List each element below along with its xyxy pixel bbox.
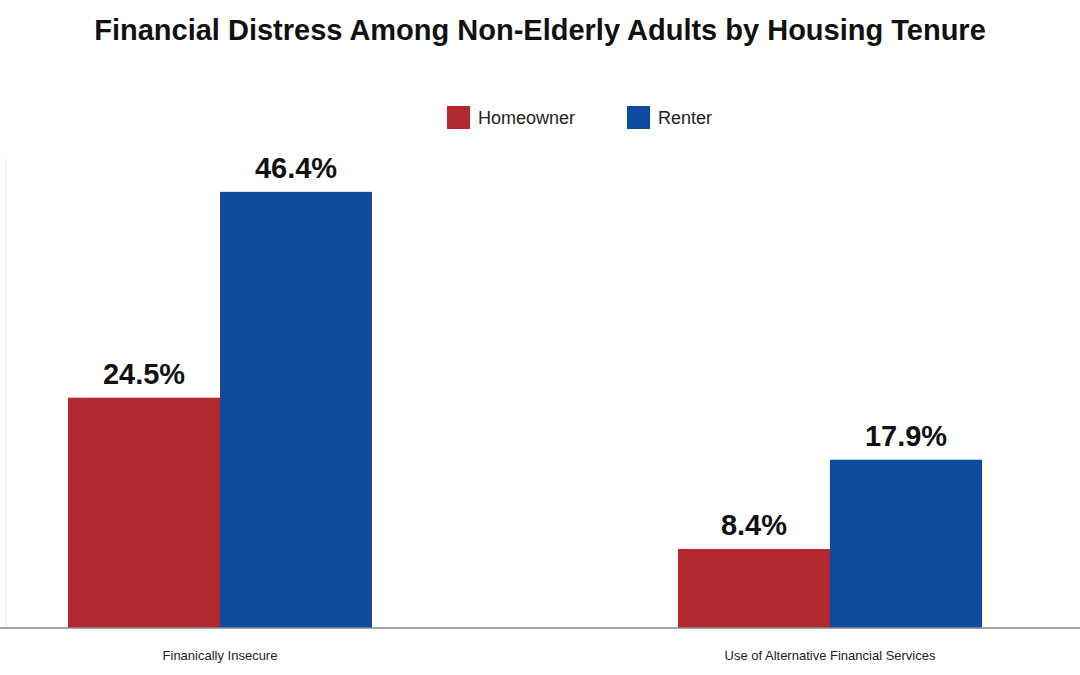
legend-label: Homeowner [478,108,575,128]
chart-svg: Financial Distress Among Non-Elderly Adu… [0,0,1080,675]
title: Financial Distress Among Non-Elderly Adu… [94,14,986,46]
data-labels: 24.5% 46.4% 8.4% 17.9% [103,152,947,541]
legend-swatch [447,106,470,129]
legend-swatch [627,106,650,129]
bar [220,192,372,628]
data-label: 46.4% [255,152,337,184]
bar [830,460,982,628]
legend: Homeowner Renter [447,106,712,129]
range-line [6,158,7,628]
legend-label: Renter [658,108,712,128]
category-label: Use of Alternative Financial Services [725,648,936,663]
data-label: 17.9% [865,420,947,452]
category-label: Finanically Insecure [163,648,278,663]
data-label: 8.4% [721,509,787,541]
bar [678,549,830,628]
bars [68,192,982,628]
bar [68,398,220,628]
chart-container: Financial Distress Among Non-Elderly Adu… [0,0,1080,675]
data-label: 24.5% [103,358,185,390]
x-axis [0,627,1080,629]
